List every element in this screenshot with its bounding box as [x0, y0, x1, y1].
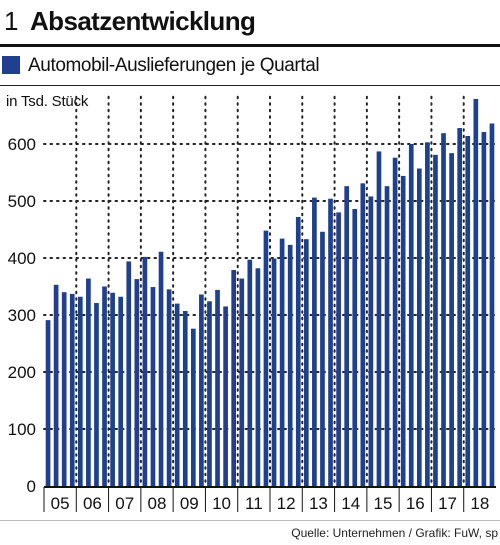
bar — [110, 292, 115, 486]
bar — [53, 284, 59, 486]
bar — [263, 230, 269, 486]
bar — [190, 328, 196, 486]
bar — [126, 261, 132, 486]
bar — [45, 320, 51, 486]
bar — [320, 231, 325, 486]
bar — [102, 286, 107, 486]
bar — [368, 196, 374, 486]
bar — [61, 292, 67, 486]
bar — [344, 186, 350, 486]
legend-rule — [0, 85, 500, 86]
legend-swatch — [2, 56, 20, 74]
bar — [433, 154, 438, 486]
bar — [271, 258, 277, 486]
bar — [279, 238, 285, 486]
bar — [77, 296, 83, 486]
bar — [312, 197, 317, 486]
bar — [449, 153, 454, 486]
bar — [182, 311, 188, 486]
bar — [336, 212, 341, 486]
bars — [45, 98, 495, 487]
unit-label: in Tsd. Stück — [6, 93, 89, 110]
bar — [174, 303, 180, 486]
bar — [465, 136, 471, 486]
bar — [328, 198, 333, 486]
bar — [441, 133, 446, 487]
bar — [86, 278, 91, 486]
y-tick-label: 600 — [8, 135, 36, 154]
legend-label: Automobil-Auslieferungen je Quartal — [28, 55, 320, 76]
y-tick-label: 100 — [8, 420, 36, 439]
bar — [303, 239, 309, 486]
x-tick-label: 09 — [180, 494, 199, 513]
bar — [69, 293, 75, 486]
bar — [481, 132, 487, 486]
bar — [118, 296, 124, 486]
bar — [94, 303, 99, 486]
x-tick-label: 16 — [406, 494, 425, 513]
bar — [457, 128, 463, 487]
bar — [231, 269, 237, 486]
x-tick-label: 11 — [245, 494, 263, 513]
chart-number: 1 — [4, 6, 18, 36]
bar — [384, 186, 390, 486]
bottom-divider — [0, 520, 500, 521]
chart-title: Absatzentwicklung — [30, 6, 256, 36]
x-tick-label: 17 — [438, 494, 457, 513]
y-tick-label: 0 — [27, 477, 36, 496]
bar — [376, 151, 382, 486]
x-tick-label: 08 — [148, 494, 167, 513]
title-rule — [0, 44, 500, 47]
y-tick-label: 500 — [8, 192, 36, 211]
bar — [400, 175, 406, 487]
bar — [134, 279, 140, 486]
y-tick-label: 300 — [8, 306, 36, 325]
x-tick-label: 18 — [470, 494, 489, 513]
bar — [255, 268, 261, 486]
x-tick-label: 13 — [309, 494, 328, 513]
bar — [352, 208, 358, 487]
bar — [150, 287, 156, 486]
bar — [489, 123, 495, 486]
x-tick-label: 14 — [341, 494, 360, 513]
bar — [408, 144, 414, 486]
bar — [360, 183, 366, 486]
bar — [142, 256, 148, 486]
bar — [158, 251, 164, 486]
bar — [199, 294, 204, 486]
bar — [223, 306, 228, 486]
y-tick-label: 200 — [8, 363, 36, 382]
x-tick-label: 15 — [374, 494, 393, 513]
chart-header: 1 Absatzentwicklung — [0, 0, 500, 50]
x-tick-label: 05 — [51, 494, 70, 513]
bar — [392, 157, 398, 486]
bar — [239, 278, 245, 486]
x-tick-label: 06 — [83, 494, 102, 513]
x-tick-label: 12 — [277, 494, 296, 513]
x-tick-label: 07 — [115, 494, 134, 513]
source-note: Quelle: Unternehmen / Grafik: FuW, sp — [291, 526, 498, 540]
bar — [425, 142, 430, 487]
bar — [295, 216, 301, 486]
bar — [207, 301, 212, 486]
bar — [473, 98, 479, 486]
x-axis: 05 06 07 08 09 10 11 12 13 14 15 16 17 18 — [43, 486, 496, 513]
bar — [166, 289, 172, 486]
bar — [287, 244, 293, 486]
y-tick-label: 400 — [8, 249, 36, 268]
bar — [416, 168, 422, 486]
bar — [247, 259, 253, 486]
x-tick-label: 10 — [212, 494, 231, 513]
chart-legend: Automobil-Auslieferungen je Quartal — [0, 54, 500, 82]
y-axis: 0 100 200 300 400 500 600 — [8, 135, 36, 496]
bar — [215, 289, 220, 486]
